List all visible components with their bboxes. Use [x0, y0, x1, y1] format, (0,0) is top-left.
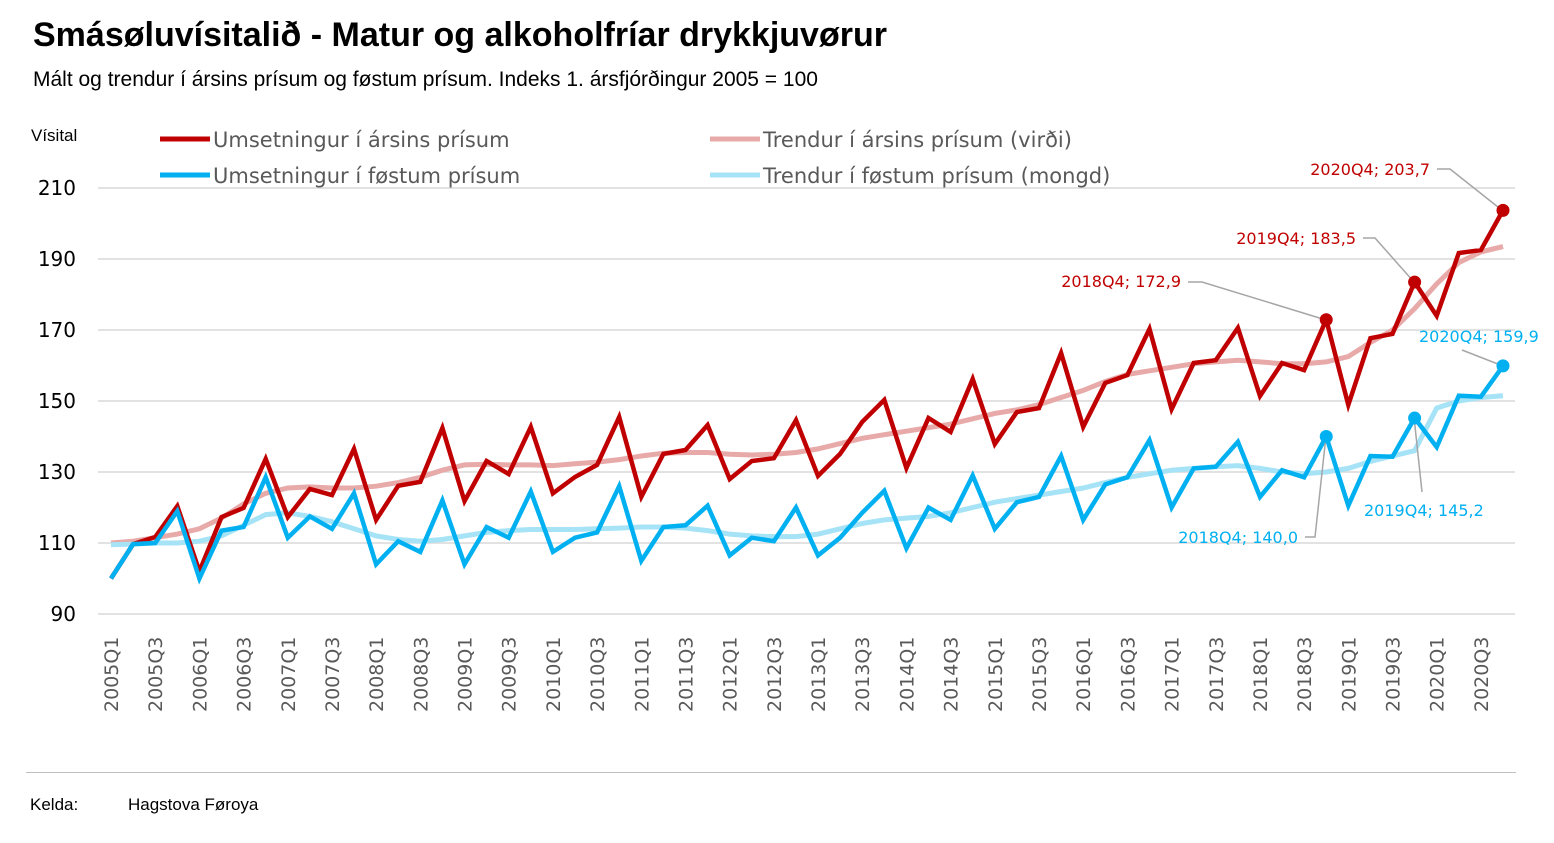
y-tick-label: 170 [38, 318, 76, 342]
data-label: 2018Q4; 140,0 [1178, 528, 1298, 547]
series-line-4 [109, 364, 1505, 585]
y-tick-label: 210 [38, 176, 76, 200]
x-tick-label: 2008Q1 [366, 637, 388, 712]
legend-label: Umsetningur í føstum prísum [213, 164, 520, 188]
legend-label: Trendur í føstum prísum (mongd) [762, 164, 1110, 188]
data-label: 2020Q4; 159,9 [1419, 327, 1539, 346]
footer-divider [26, 772, 1516, 773]
y-tick-label: 110 [38, 531, 76, 555]
data-point-marker [1408, 411, 1422, 425]
data-point-marker [1319, 430, 1333, 443]
annotation-leader-line [1461, 349, 1504, 367]
data-point-marker [1319, 313, 1333, 327]
data-point-marker [1496, 203, 1510, 217]
x-tick-label: 2007Q1 [278, 637, 300, 712]
y-tick-label: 130 [38, 460, 76, 484]
chart-subtitle: Mált og trendur í ársins prísum og føstu… [33, 68, 818, 91]
x-tick-label: 2006Q1 [189, 637, 211, 712]
annotation-leader-line [1437, 168, 1504, 212]
annotation-leader-line [1363, 237, 1415, 283]
x-tick-label: 2019Q1 [1338, 637, 1360, 712]
x-tick-label: 2009Q1 [455, 637, 477, 712]
annotation-leader-line [1305, 435, 1327, 538]
data-label: 2018Q4; 172,9 [1061, 272, 1181, 291]
x-tick-label: 2020Q1 [1427, 637, 1449, 712]
x-tick-label: 2015Q1 [985, 637, 1007, 712]
x-tick-label: 2005Q1 [101, 637, 123, 712]
x-tick-label: 2013Q1 [808, 637, 830, 712]
x-tick-label: 2010Q1 [543, 637, 565, 712]
x-tick-label: 2012Q3 [764, 637, 786, 712]
x-tick-label: 2011Q1 [631, 637, 653, 712]
x-tick-label: 2008Q3 [410, 637, 432, 712]
series-line-1 [110, 244, 1504, 546]
y-axis-label: Vísital [31, 126, 78, 145]
x-tick-label: 2010Q3 [587, 637, 609, 712]
y-tick-label: 190 [38, 247, 76, 271]
x-tick-label: 2018Q3 [1294, 637, 1316, 712]
legend-label: Umsetningur í ársins prísum [213, 128, 510, 152]
data-point-marker [1496, 359, 1510, 373]
annotation-leader-line [1188, 281, 1327, 321]
data-point-marker [1408, 275, 1422, 289]
x-tick-label: 2016Q1 [1073, 637, 1095, 712]
x-tick-label: 2012Q1 [720, 637, 742, 712]
x-tick-label: 2014Q1 [896, 637, 918, 712]
source-value: Hagstova Føroya [128, 795, 259, 814]
x-tick-label: 2007Q3 [322, 637, 344, 712]
x-tick-label: 2014Q3 [941, 637, 963, 712]
x-tick-label: 2016Q3 [1117, 637, 1139, 712]
y-tick-label: 90 [51, 602, 76, 626]
x-tick-label: 2015Q3 [1029, 637, 1051, 712]
x-tick-label: 2005Q3 [145, 637, 167, 712]
source-label: Kelda: [30, 795, 79, 814]
chart-title: Smásøluvísitalið - Matur og alkoholfríar… [33, 16, 887, 54]
x-tick-label: 2013Q3 [852, 637, 874, 712]
x-tick-label: 2017Q1 [1162, 637, 1184, 712]
x-tick-label: 2009Q3 [499, 637, 521, 712]
y-tick-label: 150 [38, 389, 76, 413]
x-tick-label: 2011Q3 [675, 637, 697, 712]
annotation-leader-line [1413, 416, 1423, 493]
x-tick-label: 2017Q3 [1206, 637, 1228, 712]
data-label: 2019Q4; 183,5 [1236, 229, 1356, 248]
series-line-3 [109, 209, 1505, 580]
x-tick-label: 2019Q3 [1383, 637, 1405, 712]
legend-label: Trendur í ársins prísum (virði) [762, 128, 1072, 152]
data-label: 2020Q4; 203,7 [1310, 160, 1430, 179]
x-tick-label: 2006Q3 [234, 637, 256, 712]
x-tick-label: 2020Q3 [1471, 637, 1493, 712]
x-tick-label: 2018Q1 [1250, 637, 1272, 712]
data-label: 2019Q4; 145,2 [1364, 501, 1484, 520]
